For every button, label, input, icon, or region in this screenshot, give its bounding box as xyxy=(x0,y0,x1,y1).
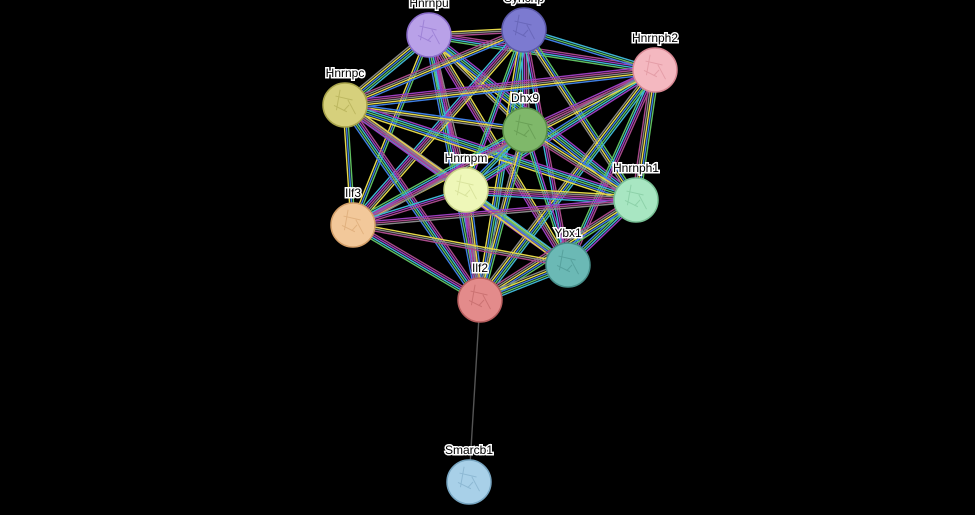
edges-layer xyxy=(342,27,659,482)
node-ybx1[interactable]: Ybx1 xyxy=(546,226,590,287)
node-syncrip[interactable]: Syncrip xyxy=(502,0,546,52)
node-circle[interactable] xyxy=(546,243,590,287)
node-circle[interactable] xyxy=(323,83,367,127)
node-circle[interactable] xyxy=(614,178,658,222)
node-circle[interactable] xyxy=(444,168,488,212)
node-label: Smarcb1 xyxy=(445,443,493,457)
node-label: Hnrnph2 xyxy=(632,31,678,45)
node-circle[interactable] xyxy=(458,278,502,322)
node-label: Hnrnpc xyxy=(326,66,365,80)
node-circle[interactable] xyxy=(503,108,547,152)
node-hnrnph2[interactable]: Hnrnph2 xyxy=(632,31,678,92)
node-label: Hnrnpu xyxy=(409,0,448,10)
node-hnrnpu[interactable]: Hnrnpu xyxy=(407,0,451,57)
edge xyxy=(345,70,655,105)
node-circle[interactable] xyxy=(502,8,546,52)
node-hnrnpc[interactable]: Hnrnpc xyxy=(323,66,367,127)
node-circle[interactable] xyxy=(447,460,491,504)
node-label: Syncrip xyxy=(504,0,544,5)
node-circle[interactable] xyxy=(331,203,375,247)
node-circle[interactable] xyxy=(407,13,451,57)
node-circle[interactable] xyxy=(633,48,677,92)
edge xyxy=(469,300,480,482)
network-graph: HnrnpuSyncripHnrnph2HnrnpcDhx9HnrnpmHnrn… xyxy=(0,0,975,515)
node-smarcb1[interactable]: Smarcb1 xyxy=(445,443,493,504)
